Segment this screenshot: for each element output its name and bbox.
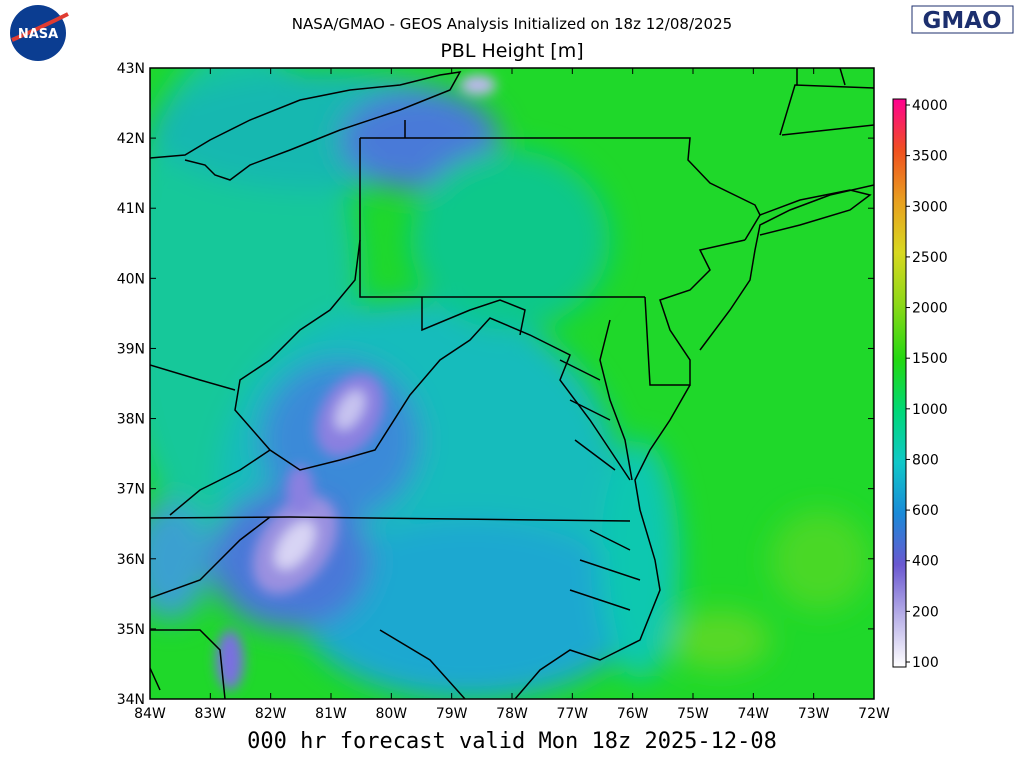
- nasa-logo-text: NASA: [18, 27, 58, 42]
- lat-label: 37N: [117, 482, 145, 498]
- pbl-field: [150, 68, 874, 699]
- colorbar-label: 4000: [912, 98, 948, 114]
- lat-label: 40N: [117, 271, 145, 287]
- lon-label: 80W: [375, 706, 407, 722]
- colorbar-label: 3500: [912, 149, 948, 165]
- lon-label: 82W: [255, 706, 287, 722]
- colorbar: [892, 98, 907, 668]
- subtitle: PBL Height [m]: [440, 40, 583, 62]
- lat-label: 34N: [117, 692, 145, 708]
- colorbar-label: 400: [912, 554, 939, 570]
- lat-label: 38N: [117, 412, 145, 428]
- lon-label: 79W: [436, 706, 468, 722]
- lon-label: 72W: [858, 706, 890, 722]
- title: NASA/GMAO - GEOS Analysis Initialized on…: [292, 15, 732, 33]
- lat-label: 43N: [117, 61, 145, 77]
- lon-label: 84W: [134, 706, 166, 722]
- colorbar-label: 100: [912, 655, 939, 671]
- lon-label: 77W: [556, 706, 588, 722]
- lon-label: 76W: [617, 706, 649, 722]
- footer: 000 hr forecast valid Mon 18z 2025-12-08: [247, 729, 777, 754]
- gmao-logo: GMAO: [911, 5, 1014, 34]
- colorbar-label: 2500: [912, 250, 948, 266]
- lon-label: 75W: [677, 706, 709, 722]
- lon-label: 78W: [496, 706, 528, 722]
- boundaries: [150, 68, 874, 699]
- lat-label: 35N: [117, 622, 145, 638]
- colorbar-label: 2000: [912, 301, 948, 317]
- colorbar-label: 200: [912, 604, 939, 620]
- colorbar-label: 1500: [912, 351, 948, 367]
- colorbar-label: 1000: [912, 402, 948, 418]
- lon-label: 74W: [737, 706, 769, 722]
- colorbar-label: 600: [912, 503, 939, 519]
- gmao-logo-text: GMAO: [922, 8, 1001, 34]
- lon-label: 73W: [798, 706, 830, 722]
- colorbar-label: 800: [912, 452, 939, 468]
- lat-label: 42N: [117, 131, 145, 147]
- nasa-logo: NASA: [10, 5, 69, 61]
- lon-label: 81W: [315, 706, 347, 722]
- lon-label: 83W: [194, 706, 226, 722]
- lat-label: 41N: [117, 201, 145, 217]
- colorbar-label: 3000: [912, 199, 948, 215]
- lat-label: 36N: [117, 552, 145, 568]
- lat-label: 39N: [117, 341, 145, 357]
